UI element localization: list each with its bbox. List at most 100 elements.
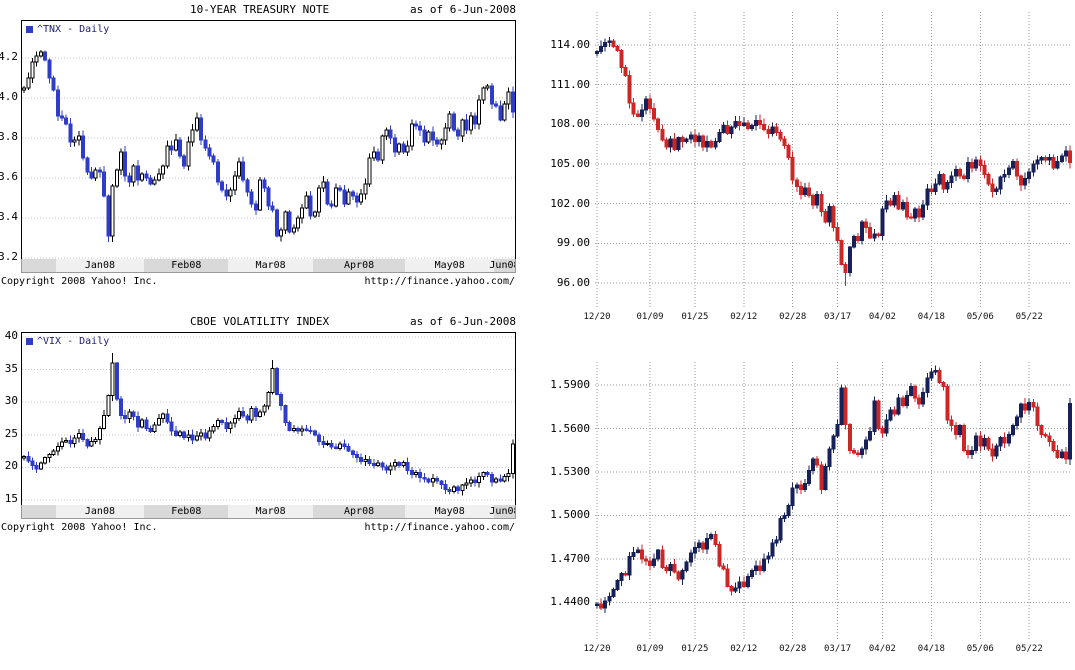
candle — [941, 173, 946, 194]
candle — [363, 455, 368, 467]
candle — [1006, 165, 1011, 179]
candle — [135, 160, 140, 186]
candle — [203, 135, 208, 151]
y-tick-label: 40 — [4, 328, 18, 342]
candle — [729, 125, 734, 139]
candle — [43, 456, 48, 465]
candle — [30, 457, 35, 470]
right-bottom-x-axis: 12/20 01/09 01/25 02/12 02/28 03/17 04/02 04/18… — [583, 644, 1072, 656]
vix-chart-canvas — [22, 336, 515, 501]
candle — [929, 184, 934, 195]
candle — [321, 176, 326, 192]
candle — [1019, 402, 1024, 423]
candle — [855, 233, 860, 244]
candle — [502, 101, 507, 122]
candle — [762, 553, 767, 573]
candle — [430, 126, 435, 146]
candle — [85, 438, 90, 449]
candle — [721, 562, 726, 571]
candle — [418, 121, 423, 136]
candle — [1027, 167, 1032, 184]
x-tick-label: 04/02 — [868, 312, 896, 322]
candle — [851, 448, 856, 455]
candle — [733, 582, 738, 593]
candle — [864, 436, 869, 455]
candle — [839, 239, 844, 266]
month-band: Mar08 — [228, 505, 313, 518]
candle — [1023, 398, 1028, 414]
candle — [182, 430, 187, 440]
candle — [346, 443, 351, 453]
candle — [367, 153, 372, 188]
candle — [262, 403, 267, 416]
candle — [388, 125, 393, 144]
candle — [1031, 160, 1036, 177]
candle — [329, 440, 334, 450]
candle — [485, 471, 490, 477]
candle — [287, 209, 292, 234]
treasury-plot-area: ^TNX - Daily — [21, 20, 516, 261]
candle — [211, 153, 216, 165]
y-tick-label: 114.00 — [550, 38, 590, 52]
source-url-link[interactable]: http://finance.yahoo.com/ — [364, 522, 515, 533]
candle — [652, 103, 657, 122]
candle — [413, 469, 418, 478]
candle — [93, 437, 98, 444]
candle — [127, 172, 132, 187]
candle — [489, 471, 494, 487]
candle — [283, 404, 288, 426]
candle — [190, 429, 195, 445]
candle — [220, 180, 225, 193]
candle — [295, 215, 300, 232]
candle — [766, 125, 771, 139]
candle — [823, 208, 828, 224]
candle — [317, 432, 322, 446]
candle — [974, 432, 979, 454]
candle — [986, 172, 991, 186]
candle — [802, 183, 807, 198]
x-tick-label: 02/28 — [779, 644, 807, 654]
candle — [713, 531, 718, 548]
source-url-link[interactable]: http://finance.yahoo.com/ — [364, 276, 515, 287]
candle — [1059, 153, 1064, 163]
candle — [855, 449, 860, 458]
candle — [270, 359, 275, 395]
candle — [384, 464, 389, 474]
candle — [102, 166, 107, 198]
vix-legend: ^VIX - Daily — [26, 336, 109, 347]
candle — [961, 173, 966, 181]
candle — [660, 124, 665, 142]
candle — [245, 177, 250, 197]
candle — [304, 191, 309, 210]
month-band: Mar08 — [228, 259, 313, 272]
candle — [778, 515, 783, 543]
candle — [705, 532, 710, 555]
candle — [199, 429, 204, 441]
candle — [405, 457, 410, 475]
candle — [798, 181, 803, 200]
month-band: Apr08 — [312, 505, 406, 518]
candle — [464, 114, 469, 135]
y-tick-label: 1.5000 — [550, 508, 590, 522]
vix-y-axis: 40 35 30 25 20 15 — [0, 328, 20, 505]
candle — [506, 87, 511, 110]
vix-chart-panel: CBOE VOLATILITY INDEX as of 6-Jun-2008 4… — [0, 312, 517, 552]
candle — [300, 425, 305, 436]
candle — [664, 564, 669, 574]
candle — [443, 122, 448, 146]
candle — [329, 200, 334, 209]
candle — [1051, 438, 1056, 453]
candle — [615, 579, 620, 591]
candle — [114, 361, 119, 401]
candle — [705, 135, 710, 153]
right-top-chart-panel: 114.00 111.00 108.00 105.00 102.00 99.00 96.00… — [550, 0, 1075, 335]
candle — [472, 112, 477, 129]
candle — [745, 120, 750, 131]
candle — [635, 110, 640, 118]
candle — [611, 39, 616, 48]
y-tick-label: 1.4400 — [550, 595, 590, 609]
candle — [986, 436, 991, 451]
candle — [215, 417, 220, 430]
candle — [224, 417, 229, 433]
candle — [790, 151, 795, 185]
